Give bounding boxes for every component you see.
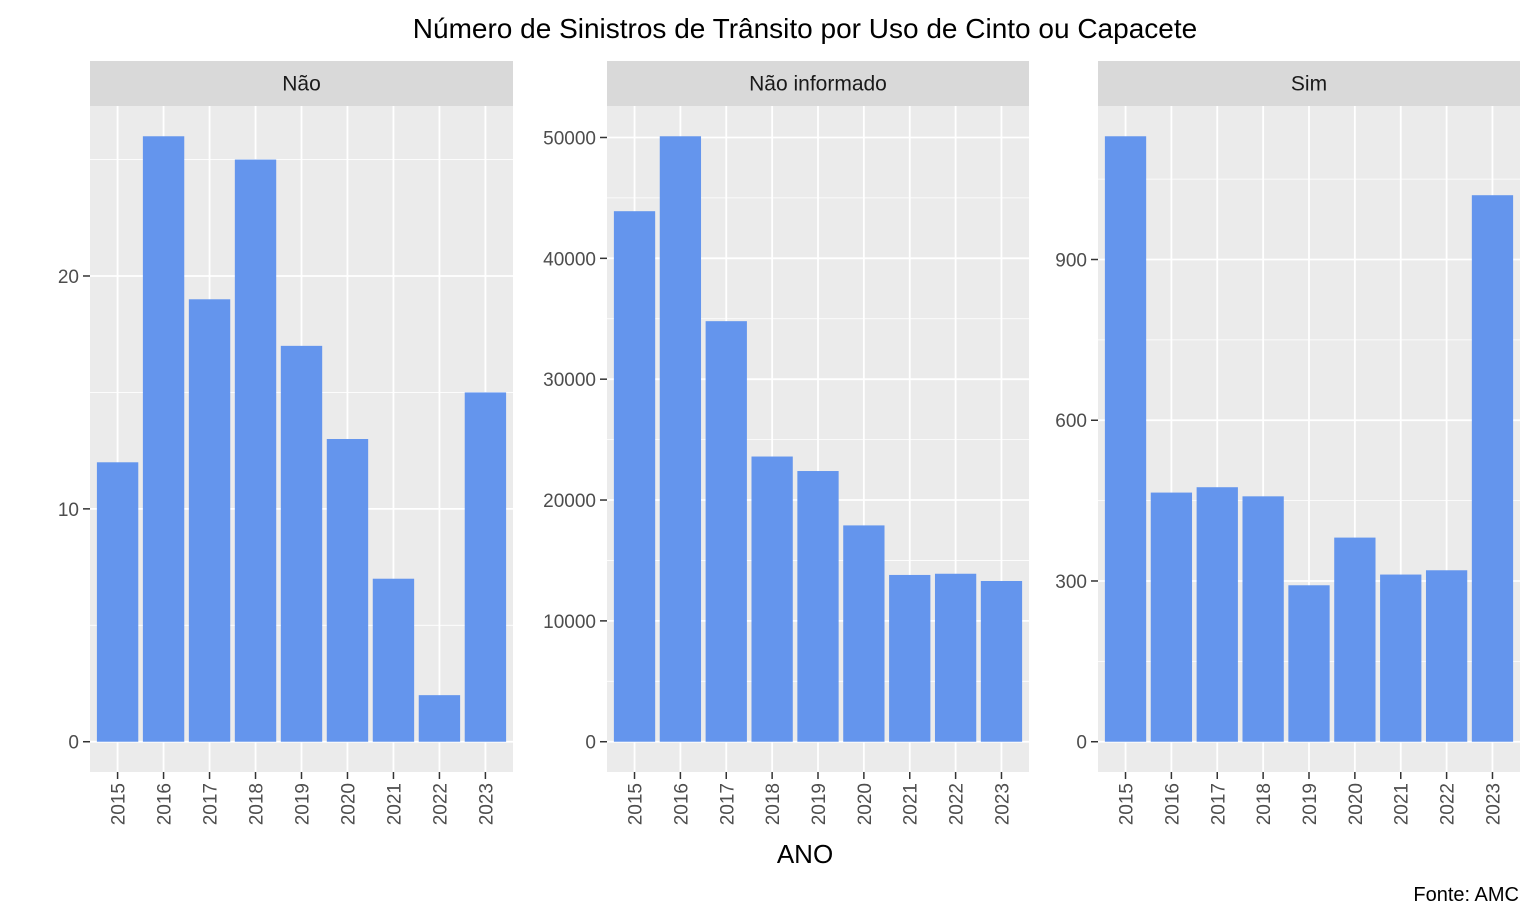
bar	[418, 695, 461, 742]
x-tick-label: 2018	[763, 783, 784, 825]
y-tick-label: 600	[1055, 411, 1087, 432]
x-tick-label: 2021	[384, 783, 405, 825]
bar	[326, 439, 369, 742]
y-tick-label: 0	[68, 733, 79, 754]
x-tick-label: 2017	[1208, 783, 1229, 825]
bar	[1288, 585, 1330, 742]
y-tick-label: 10	[58, 500, 79, 521]
bar	[1471, 195, 1514, 742]
bar	[1150, 492, 1193, 742]
bar	[142, 136, 185, 742]
x-tick-label: 2022	[947, 783, 968, 825]
facet-strip	[607, 61, 1029, 106]
bar	[613, 211, 656, 742]
x-tick-label: 2023	[992, 783, 1013, 825]
x-tick-label: 2016	[671, 783, 692, 825]
bar	[188, 299, 231, 742]
x-tick-label: 2022	[1438, 783, 1459, 825]
x-tick-label: 2023	[1483, 783, 1504, 825]
bar	[372, 578, 415, 742]
bar	[1242, 496, 1284, 742]
bar	[797, 471, 839, 742]
facet-strip-label: Sim	[1291, 73, 1327, 96]
facet-panels: Não 0 10 20 2015 2016 2017 2018 2019 2020 2021 2022…	[58, 61, 1520, 825]
y-tick-label: 0	[1076, 733, 1087, 754]
x-tick-label: 2019	[1300, 783, 1321, 825]
x-tick-label: 2021	[1392, 783, 1413, 825]
x-tick-label: 2015	[109, 783, 130, 825]
y-tick-label: 20000	[543, 491, 596, 512]
bar	[1425, 570, 1468, 742]
x-tick-label: 2017	[201, 783, 222, 825]
x-tick-label: 2018	[1254, 783, 1275, 825]
facet-panel: Não informado 0 10000 20000 30000 40000 50000 2…	[543, 61, 1029, 825]
bar	[1196, 487, 1238, 742]
bar	[464, 392, 507, 742]
x-tick-label: 2020	[1346, 783, 1367, 825]
x-axis-label: ANO	[777, 839, 833, 869]
y-tick-label: 10000	[543, 612, 596, 633]
bar	[1334, 537, 1376, 742]
x-tick-label: 2021	[901, 783, 922, 825]
facet-panel: Não 0 10 20 2015 2016 2017 2018 2019 2020 2021 2022…	[58, 61, 513, 825]
x-tick-label: 2020	[338, 783, 359, 825]
bar	[1104, 136, 1147, 742]
x-tick-label: 2016	[1162, 783, 1183, 825]
facet-strip	[90, 61, 513, 106]
facet-strip	[1098, 61, 1520, 106]
x-tick-label: 2016	[155, 783, 176, 825]
x-tick-label: 2022	[430, 783, 451, 825]
bar	[96, 462, 139, 742]
facet-strip-label: Não	[282, 73, 321, 96]
x-tick-label: 2019	[809, 783, 830, 825]
bar	[280, 345, 323, 742]
y-tick-label: 50000	[543, 128, 596, 149]
bar	[659, 136, 702, 742]
bar	[751, 456, 793, 742]
x-tick-label: 2023	[476, 783, 497, 825]
x-tick-label: 2020	[855, 783, 876, 825]
bar	[889, 574, 931, 742]
y-tick-label: 30000	[543, 370, 596, 391]
x-tick-label: 2019	[293, 783, 314, 825]
bar	[1380, 574, 1422, 742]
y-tick-label: 20	[58, 267, 79, 288]
bar	[705, 321, 747, 742]
y-tick-label: 0	[585, 733, 596, 754]
facet-panel: Sim 0 300 600 900 2015 2016 2017 2018 2019 2020 202…	[1055, 61, 1520, 825]
x-tick-label: 2015	[626, 783, 647, 825]
x-tick-label: 2018	[247, 783, 268, 825]
x-tick-label: 2015	[1117, 783, 1138, 825]
y-tick-label: 300	[1055, 572, 1087, 593]
caption-source: Fonte: AMC	[1413, 884, 1519, 906]
bar	[234, 159, 277, 742]
y-tick-label: 40000	[543, 249, 596, 270]
facet-strip-label: Não informado	[749, 73, 887, 96]
chart-title: Número de Sinistros de Trânsito por Uso …	[413, 13, 1197, 44]
bar	[843, 525, 885, 742]
y-tick-label: 900	[1055, 251, 1087, 272]
x-tick-label: 2017	[717, 783, 738, 825]
bar	[934, 573, 977, 742]
bar	[980, 580, 1023, 742]
